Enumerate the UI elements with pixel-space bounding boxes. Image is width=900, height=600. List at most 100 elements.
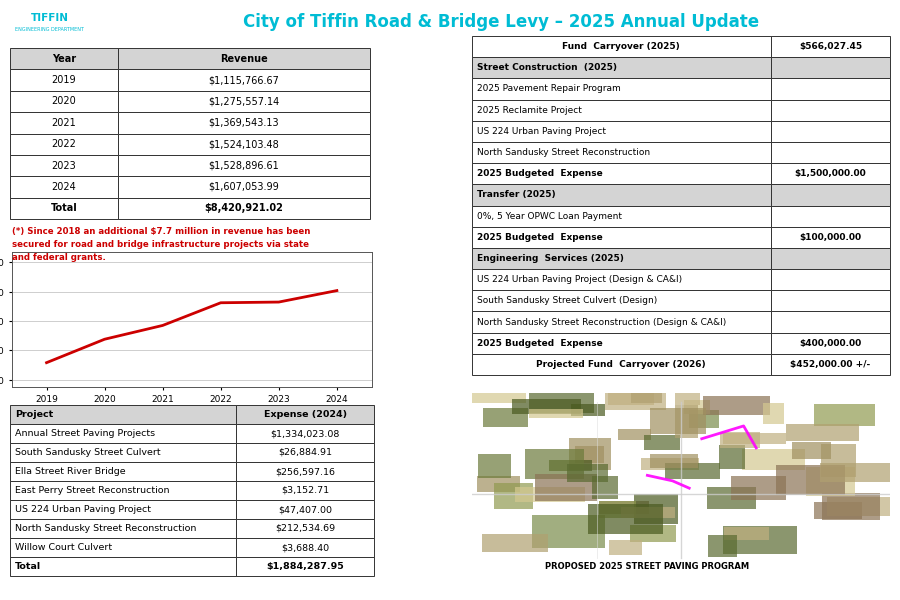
Bar [707,535,737,557]
Text: East Perry Street Reconstruction: East Perry Street Reconstruction [15,486,170,495]
Text: ENGINEERING DEPARTMENT: ENGINEERING DEPARTMENT [15,27,84,32]
Text: North Sandusky Street Reconstruction: North Sandusky Street Reconstruction [15,524,197,533]
Text: $3,688.40: $3,688.40 [281,543,329,552]
Bar [472,332,770,354]
Text: Total: Total [15,562,41,571]
Text: 2022: 2022 [51,139,76,149]
Bar [650,407,706,434]
Bar [494,483,533,509]
Text: Willow Court Culvert: Willow Court Culvert [15,543,112,552]
Bar [631,394,662,403]
Text: Revenue: Revenue [220,53,268,64]
Bar [118,197,370,219]
Bar [703,395,770,415]
Bar [724,527,770,541]
Text: $1,607,053.99: $1,607,053.99 [209,182,279,192]
Text: $256,597.16: $256,597.16 [275,467,335,476]
Bar [10,519,236,538]
Bar [719,432,760,448]
Bar [770,184,890,205]
Bar [472,36,770,57]
Bar [770,57,890,79]
Bar [762,403,784,424]
Bar [472,290,770,311]
Bar [236,443,374,462]
Text: PROPOSED 2025 STREET PAVING PROGRAM: PROPOSED 2025 STREET PAVING PROGRAM [545,562,750,571]
Bar [675,389,700,405]
Bar [644,435,680,450]
Bar [118,155,370,176]
Bar [10,481,236,500]
Text: South Sandusky Street Culvert (Design): South Sandusky Street Culvert (Design) [477,296,657,305]
Text: Annual Street Paving Projects: Annual Street Paving Projects [15,429,156,438]
Text: Expense (2024): Expense (2024) [264,410,346,419]
Text: Projected Fund  Carryover (2026): Projected Fund Carryover (2026) [536,360,706,369]
Text: 2020: 2020 [51,97,76,106]
Text: North Sandusky Street Reconstruction: North Sandusky Street Reconstruction [477,148,650,157]
Text: 2019: 2019 [51,75,76,85]
Bar [770,248,890,269]
Bar [723,433,786,445]
Bar [770,269,890,290]
Bar [617,429,651,440]
Bar [651,454,698,468]
Bar [236,500,374,519]
Bar [10,176,118,197]
Bar [529,409,583,418]
Bar [10,155,118,176]
Text: 2024: 2024 [51,182,76,192]
Bar [575,446,604,463]
Bar [823,493,879,520]
Text: $1,369,543.13: $1,369,543.13 [209,118,279,128]
Text: $1,528,896.61: $1,528,896.61 [209,161,279,170]
Text: $1,275,557.14: $1,275,557.14 [208,97,280,106]
Bar [515,487,585,502]
Bar [592,476,618,499]
Text: 2025 Budgeted  Expense: 2025 Budgeted Expense [477,169,602,178]
Bar [236,519,374,538]
Bar [118,48,370,70]
Text: North Sandusky Street Reconstruction (Design & CA&I): North Sandusky Street Reconstruction (De… [477,317,726,326]
Bar [472,184,770,205]
Text: $1,115,766.67: $1,115,766.67 [209,75,279,85]
Bar [118,176,370,197]
Bar [236,462,374,481]
Text: Street Construction  (2025): Street Construction (2025) [477,63,616,72]
Text: Transfer (2025): Transfer (2025) [477,190,555,199]
Bar [236,557,374,576]
Bar [675,406,698,438]
Bar [570,438,611,470]
Bar [10,112,118,133]
Bar [770,311,890,332]
Text: TIFFIN: TIFFIN [31,13,68,23]
Text: 2025 Reclamite Project: 2025 Reclamite Project [477,106,581,115]
Bar [598,502,649,514]
Bar [512,398,580,414]
Bar [472,142,770,163]
Text: Year: Year [52,53,76,64]
Text: $1,524,103.48: $1,524,103.48 [209,139,279,149]
Bar [472,269,770,290]
Bar [472,248,770,269]
Bar [630,525,676,542]
Bar [236,538,374,557]
Bar [821,445,856,478]
Text: $47,407.00: $47,407.00 [278,505,332,514]
Bar [10,70,118,91]
Bar [236,481,374,500]
Bar [118,112,370,133]
Text: $3,152.71: $3,152.71 [281,486,329,495]
Bar [477,476,519,492]
Bar [10,424,236,443]
Bar [634,494,678,524]
Bar [10,557,236,576]
Bar [684,400,710,415]
Bar [621,507,675,518]
Bar [688,410,719,428]
Text: 2021: 2021 [51,118,76,128]
Text: Fund  Carryover (2025): Fund Carryover (2025) [562,42,680,51]
Bar [118,91,370,112]
Text: US 224 Urban Paving Project (Design & CA&I): US 224 Urban Paving Project (Design & CA… [477,275,681,284]
Bar [724,526,797,554]
Text: $1,884,287.95: $1,884,287.95 [266,562,344,571]
